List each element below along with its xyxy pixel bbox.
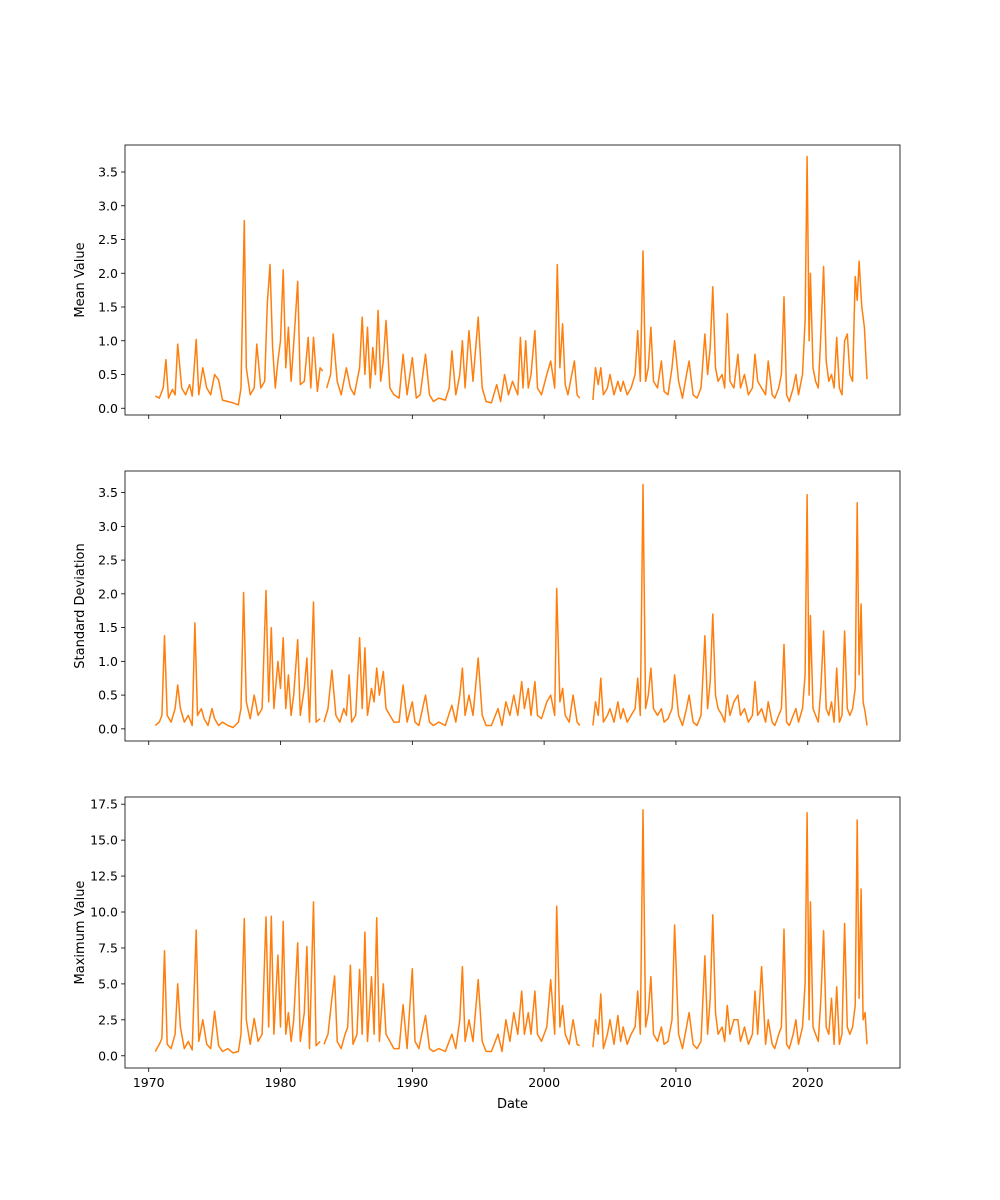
std-ylabel: Standard Deviation [73,543,88,668]
std-ytick-label: 3.0 [98,519,118,534]
std-ytick-label: 2.0 [98,586,118,601]
max-series-line-0 [154,901,321,1054]
max-xlabel: Date [497,1097,528,1112]
max-xtick-label: 1970 [133,1075,165,1090]
max-series-line-2 [592,809,868,1050]
max-xtick-label: 1990 [396,1075,428,1090]
max-ytick-label: 7.5 [98,940,118,955]
mean-ytick-label: 3.0 [98,198,118,213]
mean-ytick-label: 1.5 [98,300,118,315]
max-ytick-label: 10.0 [90,905,118,920]
max-xtick-label: 1980 [265,1075,297,1090]
mean-series-line-0 [154,219,324,406]
std-series-line-0 [154,589,321,729]
max-ylabel: Maximum Value [73,881,88,985]
panel-mean: 0.0 0.5 1.0 1.5 2.0 2.5 3.0 3.5 Mean Value [73,144,901,419]
std-axes-frame [124,470,901,742]
mean-ytick-label: 2.0 [98,266,118,281]
std-ytick-label: 3.5 [98,485,118,500]
max-ytick-label: 5.0 [98,976,118,991]
mean-ytick-label: 3.5 [98,165,118,180]
std-series-line-2 [592,483,868,727]
max-xtick-label: 2010 [660,1075,692,1090]
mean-series-line-1 [325,263,581,404]
panels: 0.0 0.5 1.0 1.5 2.0 2.5 3.0 3.5 Mean Value 0.0 0.5… [73,144,901,1112]
max-xtick-label: 2000 [528,1075,560,1090]
mean-ytick-label: 1.0 [98,333,118,348]
std-ytick-label: 2.5 [98,553,118,568]
max-ytick-label: 17.5 [90,797,118,812]
max-xtick-label: 2020 [792,1075,824,1090]
max-ytick-label: 2.5 [98,1012,118,1027]
std-series-line-1 [323,587,581,727]
std-ytick-label: 0.0 [98,721,118,736]
max-ytick-label: 15.0 [90,833,118,848]
mean-ylabel: Mean Value [73,242,88,317]
max-ytick-label: 0.0 [98,1048,118,1063]
std-ytick-label: 1.5 [98,620,118,635]
std-ytick-label: 0.5 [98,688,118,703]
max-series-line-1 [323,905,581,1053]
max-ytick-label: 12.5 [90,869,118,884]
panel-max: 0.0 2.5 5.0 7.5 10.0 12.5 15.0 17.5 1970 1980 1990… [73,796,901,1112]
mean-ytick-label: 0.0 [98,401,118,416]
std-ytick-label: 1.0 [98,654,118,669]
mean-ytick-label: 0.5 [98,367,118,382]
mean-ytick-label: 2.5 [98,232,118,247]
mean-axes-frame [124,144,901,416]
max-axes-frame [124,796,901,1069]
panel-std: 0.0 0.5 1.0 1.5 2.0 2.5 3.0 3.5 Standard Deviati… [73,470,901,745]
mean-series-line-2 [592,155,868,403]
